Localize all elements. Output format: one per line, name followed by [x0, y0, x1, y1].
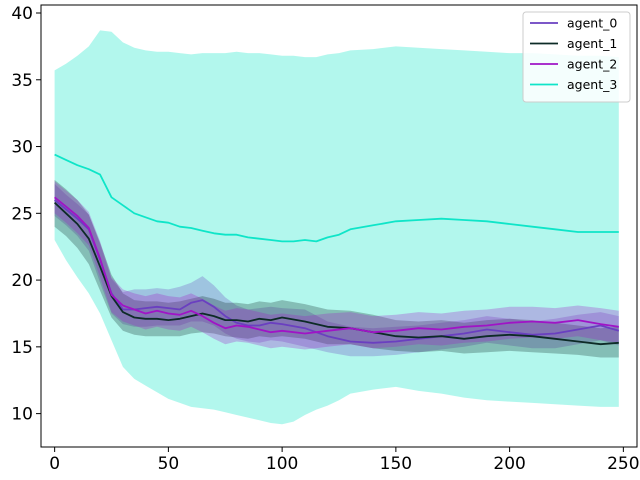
- x-tick-label: 0: [49, 454, 60, 474]
- legend-label-agent_0: agent_0: [567, 16, 617, 31]
- x-tick-label: 150: [380, 454, 412, 474]
- legend-label-agent_1: agent_1: [567, 36, 617, 51]
- legend: agent_0 agent_1 agent_2 agent_3: [522, 11, 631, 103]
- x-tick-label: 250: [607, 454, 639, 474]
- y-tick-label: 10: [11, 405, 33, 425]
- legend-box: [522, 11, 631, 103]
- y-tick-label: 15: [11, 338, 33, 358]
- x-tick-label: 50: [158, 454, 180, 474]
- legend-label-agent_2: agent_2: [567, 57, 617, 72]
- series-lines: [53, 153, 620, 346]
- x-axis: 0 50 100 150 200 250: [49, 447, 640, 474]
- line-agent_1: [53, 201, 619, 346]
- legend-label-agent_3: agent_3: [567, 77, 617, 92]
- plot-frame: [40, 4, 638, 448]
- y-axis: 10 15 20 25 30 35 40: [11, 4, 41, 425]
- x-tick-label: 200: [493, 454, 525, 474]
- band-agent_2: [54, 181, 619, 350]
- x-tick-label: 100: [266, 454, 298, 474]
- y-tick-label: 30: [11, 138, 33, 158]
- y-tick-label: 25: [11, 204, 33, 224]
- y-tick-label: 35: [11, 71, 33, 91]
- line-agent_0: [54, 199, 620, 344]
- line-agent_2: [54, 196, 619, 335]
- y-tick-label: 20: [11, 271, 33, 291]
- line-agent_3: [54, 153, 619, 243]
- y-tick-label: 40: [11, 4, 33, 24]
